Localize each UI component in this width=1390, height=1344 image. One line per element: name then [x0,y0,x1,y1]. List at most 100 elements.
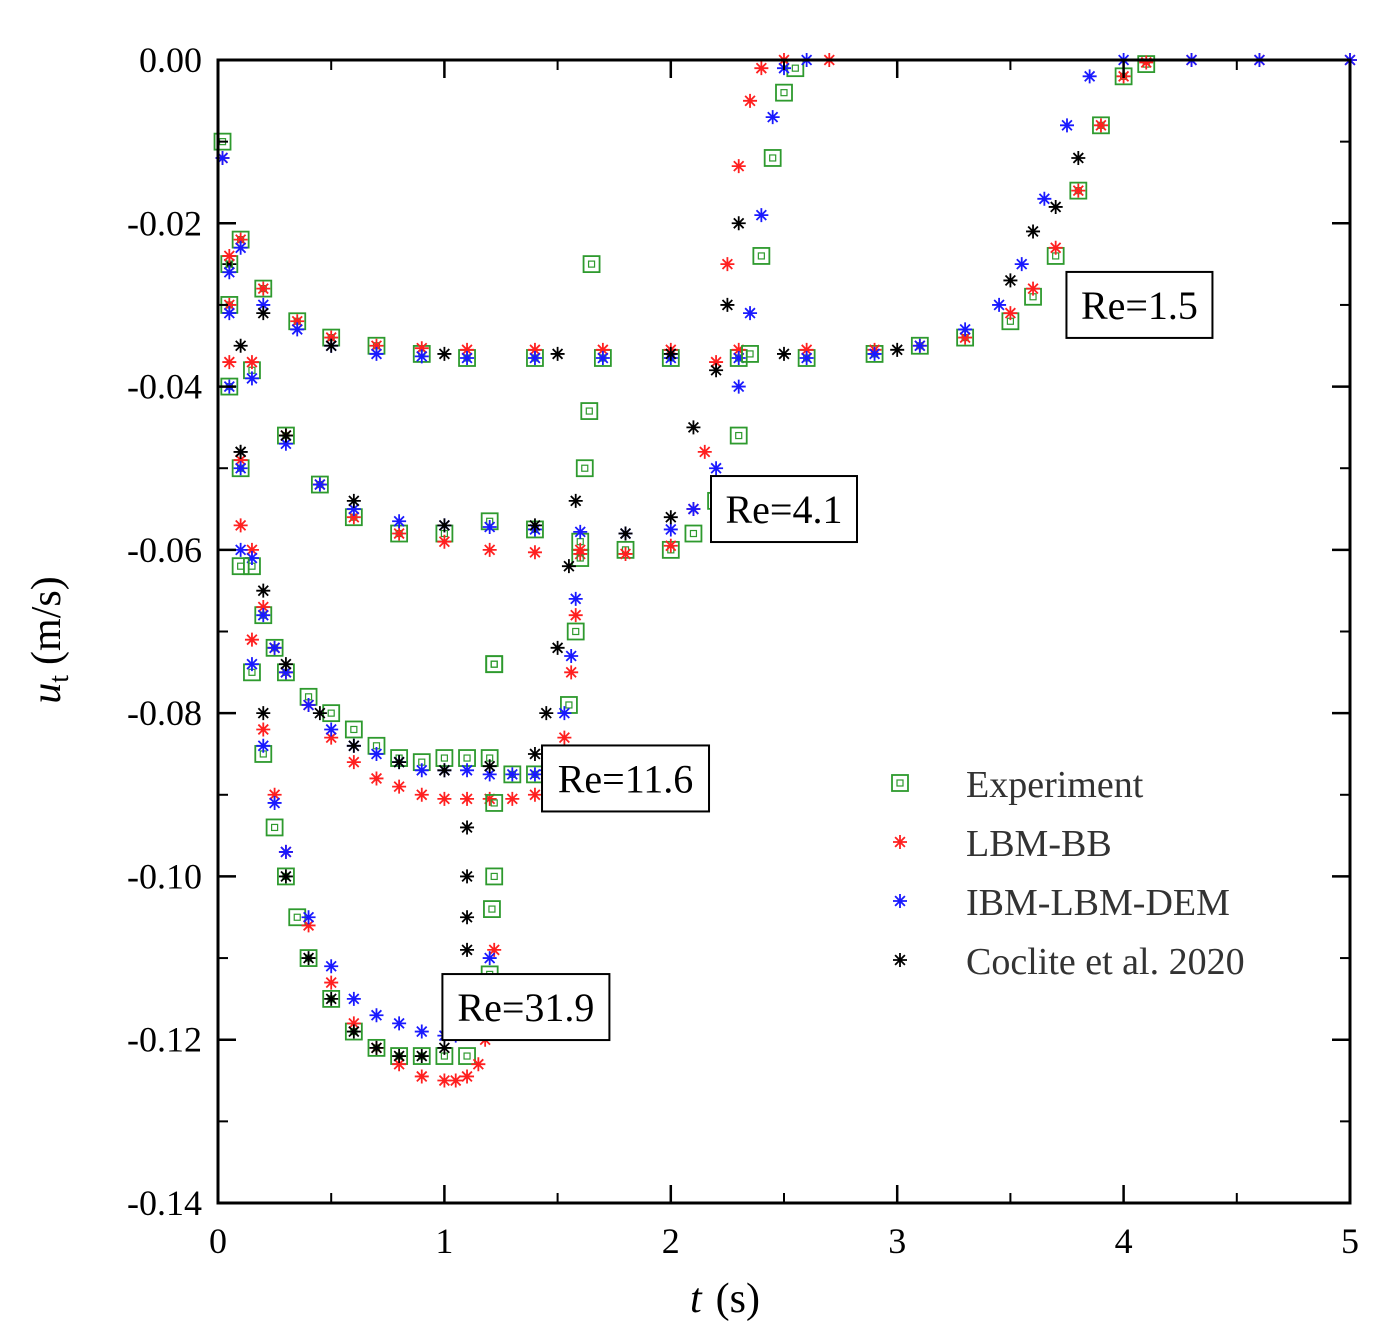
data-point [458,1047,476,1065]
data-point [752,247,771,265]
data-point [471,1057,486,1072]
data-point [568,493,583,508]
data-point [278,428,293,443]
data-point [312,706,327,721]
data-point [460,1069,475,1084]
data-point [233,542,248,557]
data-point [392,514,407,529]
annotation-text: Re=11.6 [558,756,694,801]
annotation-box [710,475,858,544]
data-point [267,795,282,810]
data-point [799,350,814,365]
data-point [799,342,814,357]
data-point [233,232,248,247]
data-point [324,959,339,974]
data-point [527,518,542,533]
data-point [290,322,305,337]
data-point [369,771,384,786]
data-point [244,542,259,557]
data-point [697,444,712,459]
data-point [557,706,572,721]
y-axis-title: ut(m/s) [24,576,75,703]
data-point [663,346,678,361]
x-tick-label: 3 [888,1221,906,1261]
series-coclite-et-al-2020-re-1-5 [222,150,1086,361]
data-point [414,1024,429,1039]
data-point [437,1040,452,1055]
data-point [437,763,452,778]
data-point [460,820,475,835]
data-point [437,1073,452,1088]
data-point [278,844,293,859]
data-point [244,632,259,647]
data-point [686,420,701,435]
data-point [414,349,429,364]
plot-axes: 0 1 2 3 4 5 0.00 -0.02 -0.04 -0.06 -0.08 -0.10 -0.12… [127,40,1359,1261]
x-tick-label: 1 [435,1221,453,1261]
data-point [324,330,339,345]
data-point [222,265,237,280]
data-point [346,738,361,753]
data-point [709,461,724,476]
data-point [1026,281,1041,296]
data-point [618,546,633,561]
data-point [301,697,316,712]
legend-marker [891,774,909,792]
data-point [1071,150,1086,165]
data-point [460,910,475,925]
data-point [222,355,237,370]
data-point [244,657,259,672]
data-point [256,297,271,312]
data-point [527,746,542,761]
data-point [460,869,475,884]
data-point [392,1057,407,1072]
data-point [482,759,497,774]
data-point [244,355,259,370]
data-point [912,338,927,353]
data-point [731,342,746,357]
data-point [1048,240,1063,255]
data-point [564,648,579,663]
data-point [709,355,724,370]
data-point [754,61,769,76]
data-point [301,951,316,966]
data-point [324,730,339,745]
data-point [568,608,583,623]
data-point [312,477,327,492]
data-point [346,1016,361,1031]
data-point [290,314,305,329]
data-point [369,1008,384,1023]
data-point [1026,224,1041,239]
data-point [550,640,565,655]
data-point [743,306,758,321]
data-point [222,297,237,312]
data-point [485,655,504,674]
data-point [729,426,748,445]
annotation-box [441,973,611,1042]
data-point [256,281,271,296]
data-point [992,297,1007,312]
data-point [265,818,284,837]
data-point [765,110,780,125]
data-point [777,346,791,361]
data-point [482,519,497,534]
y-tick-label: -0.06 [127,530,202,570]
data-point [731,159,746,174]
data-point [392,1016,407,1031]
y-tick-label: -0.02 [127,203,202,243]
data-point [663,538,678,553]
data-point [1060,118,1074,133]
data-point [324,975,339,990]
data-point [460,763,475,778]
data-point [233,453,248,468]
data-point [278,657,293,672]
data-point [267,787,282,802]
y-tick-label: -0.10 [127,856,202,896]
data-point [460,342,475,357]
data-point [244,371,259,386]
data-point [233,338,248,353]
y-tick-label: 0.00 [139,40,202,80]
y-tick-label: -0.12 [127,1020,202,1060]
